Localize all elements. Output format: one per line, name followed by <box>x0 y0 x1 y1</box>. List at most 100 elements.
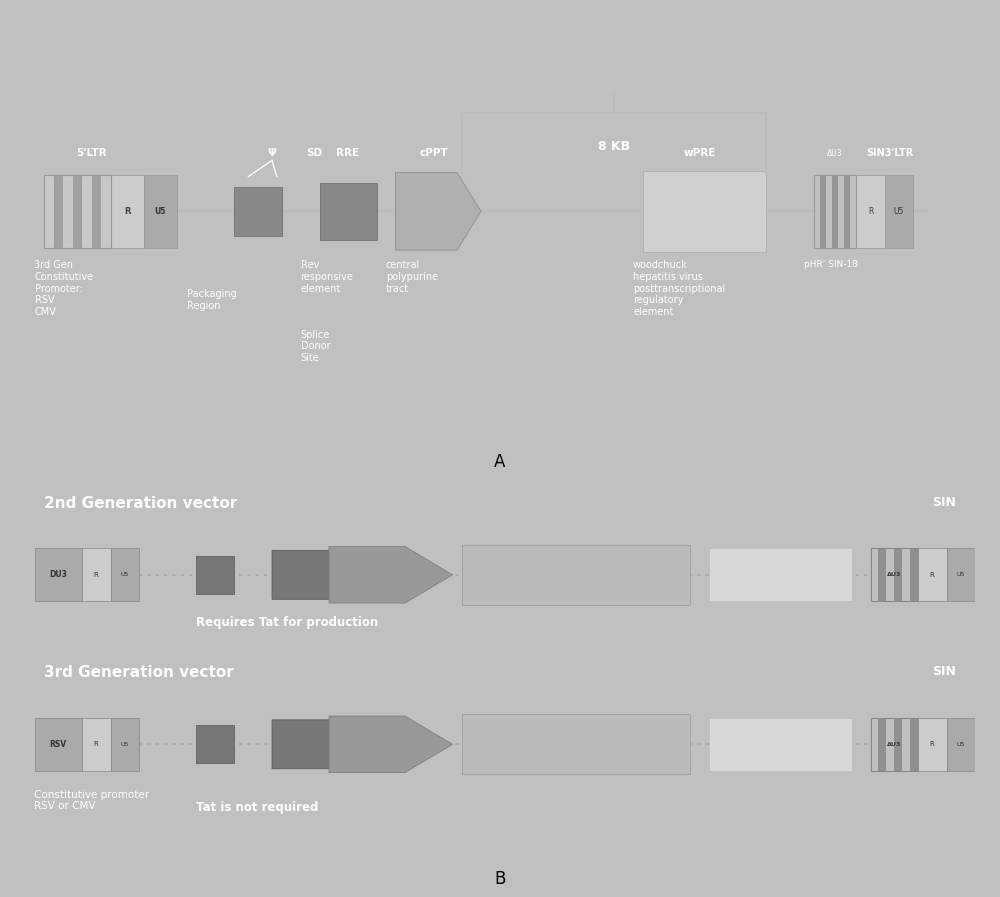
Bar <box>844 175 850 248</box>
Text: RRE: RRE <box>336 148 360 158</box>
Bar <box>832 175 838 248</box>
Text: woodchuck
hepatitis virus
posttranscriptional
regulatory
element: woodchuck hepatitis virus posttranscript… <box>633 260 725 317</box>
Text: Constitutive promoter
RSV or CMV: Constitutive promoter RSV or CMV <box>34 789 150 811</box>
Text: 3rd Gen
Constitutive
Promoter:
RSV
CMV: 3rd Gen Constitutive Promoter: RSV CMV <box>34 260 94 317</box>
Bar <box>234 187 282 236</box>
Bar <box>814 175 820 248</box>
Bar <box>44 175 110 248</box>
Text: Tat is not required: Tat is not required <box>196 801 318 814</box>
Bar <box>320 183 376 240</box>
Bar <box>946 718 975 771</box>
Polygon shape <box>396 172 481 250</box>
Bar <box>838 175 844 248</box>
Bar <box>34 548 82 601</box>
Text: U5: U5 <box>957 572 965 578</box>
Text: A: A <box>494 453 506 471</box>
Bar <box>110 175 144 248</box>
Bar <box>82 175 92 248</box>
Bar <box>878 718 886 771</box>
Bar <box>820 175 826 248</box>
Polygon shape <box>272 719 367 769</box>
Text: U5: U5 <box>957 742 965 747</box>
Text: R: R <box>124 207 130 216</box>
Text: R: R <box>94 741 99 747</box>
Bar <box>902 718 910 771</box>
Text: 2nd Generation vector: 2nd Generation vector <box>44 496 237 510</box>
Text: U5: U5 <box>121 572 129 578</box>
Text: DU3: DU3 <box>49 570 67 579</box>
Text: ΔU3: ΔU3 <box>887 572 901 578</box>
Bar <box>870 718 918 771</box>
Bar <box>894 718 902 771</box>
Bar <box>34 718 82 771</box>
Bar <box>54 175 63 248</box>
Text: pHR' SIN-18: pHR' SIN-18 <box>804 260 858 269</box>
Text: R: R <box>94 571 99 578</box>
Bar <box>462 714 690 774</box>
Text: Packaging
Region: Packaging Region <box>186 289 236 310</box>
Text: RSV: RSV <box>50 740 67 749</box>
Text: 3rd Generation vector: 3rd Generation vector <box>44 666 234 680</box>
Bar <box>101 175 110 248</box>
Bar <box>814 175 856 248</box>
Text: Rev
responsive
element: Rev responsive element <box>300 260 353 293</box>
Bar <box>196 726 234 763</box>
Bar <box>82 718 110 771</box>
Text: ΔU3: ΔU3 <box>887 742 901 747</box>
Bar <box>894 548 902 601</box>
Text: SIN3'LTR: SIN3'LTR <box>866 148 913 158</box>
Bar <box>902 548 910 601</box>
Bar <box>814 175 856 248</box>
Bar <box>92 175 101 248</box>
Text: wPRE: wPRE <box>683 148 716 158</box>
Text: central
polypurine
tract: central polypurine tract <box>386 260 438 293</box>
Bar <box>918 718 946 771</box>
Text: U5: U5 <box>894 207 904 216</box>
Bar <box>870 548 878 601</box>
Text: SD: SD <box>307 148 323 158</box>
Bar <box>910 718 918 771</box>
Bar <box>63 175 72 248</box>
Text: U5: U5 <box>121 742 129 747</box>
Polygon shape <box>329 546 452 603</box>
Bar <box>72 175 82 248</box>
Bar <box>870 718 878 771</box>
Text: 8 KB: 8 KB <box>598 140 630 152</box>
Text: R: R <box>930 741 935 747</box>
Bar <box>886 718 894 771</box>
Text: Ψ: Ψ <box>268 148 276 158</box>
Text: B: B <box>494 870 506 888</box>
Bar <box>44 175 54 248</box>
Bar <box>144 175 177 248</box>
Text: Splice
Donor
Site: Splice Donor Site <box>300 330 330 363</box>
Bar <box>642 170 766 252</box>
Text: ΔU3: ΔU3 <box>827 149 843 158</box>
Bar <box>918 548 946 601</box>
Polygon shape <box>329 716 452 772</box>
Bar <box>910 548 918 601</box>
Polygon shape <box>272 551 367 599</box>
Bar <box>110 718 139 771</box>
Bar <box>946 548 975 601</box>
Bar <box>709 548 852 601</box>
Bar <box>462 544 690 605</box>
Bar <box>709 718 852 771</box>
Text: 5'LTR: 5'LTR <box>76 148 107 158</box>
Text: SIN: SIN <box>932 666 956 678</box>
Bar <box>826 175 832 248</box>
Text: R: R <box>930 571 935 578</box>
Text: cPPT: cPPT <box>419 148 448 158</box>
Bar <box>870 548 918 601</box>
Bar <box>110 548 139 601</box>
Text: SIN: SIN <box>932 496 956 509</box>
Text: U5: U5 <box>155 207 166 216</box>
Bar <box>878 548 886 601</box>
Bar <box>856 175 885 248</box>
Bar <box>196 556 234 594</box>
Bar <box>885 175 913 248</box>
Text: R: R <box>868 207 873 216</box>
Text: Requires Tat for production: Requires Tat for production <box>196 616 378 629</box>
Bar <box>82 548 110 601</box>
Bar <box>886 548 894 601</box>
Bar <box>850 175 856 248</box>
